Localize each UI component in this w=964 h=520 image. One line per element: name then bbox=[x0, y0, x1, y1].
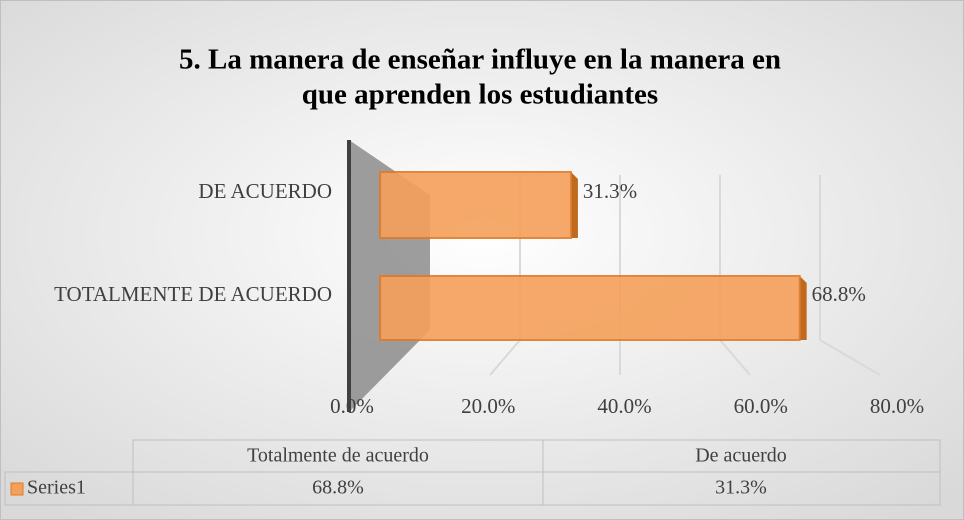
legend-label: Series1 bbox=[27, 477, 86, 499]
bar-side bbox=[570, 172, 578, 238]
y-tick-label: TOTALMENTE DE ACUERDO bbox=[54, 282, 332, 306]
bar bbox=[379, 275, 801, 341]
bar bbox=[379, 171, 572, 239]
data-table: Totalmente de acuerdo 68.8% De acuerdo 31.3… bbox=[4, 439, 941, 506]
grid-line bbox=[489, 339, 521, 376]
x-tick-label: 40.0% bbox=[597, 394, 651, 418]
chart-title: que aprenden los estudiantes bbox=[302, 79, 658, 111]
grid-line bbox=[819, 339, 881, 376]
grid-line bbox=[719, 339, 751, 376]
x-tick-label: 80.0% bbox=[870, 394, 924, 418]
bar-side bbox=[799, 276, 807, 340]
x-tick-label: 20.0% bbox=[461, 394, 515, 418]
table-header: De acuerdo bbox=[695, 445, 787, 467]
data-label: 68.8% bbox=[812, 282, 866, 306]
x-tick-label: 0.0% bbox=[330, 394, 374, 418]
y-tick-label: DE ACUERDO bbox=[198, 179, 332, 203]
table-cell: 31.3% bbox=[715, 477, 767, 499]
x-tick-label: 60.0% bbox=[734, 394, 788, 418]
legend-swatch bbox=[10, 482, 24, 496]
chart-title: 5. La manera de enseñar influye en la ma… bbox=[179, 44, 781, 76]
table-cell: 68.8% bbox=[312, 477, 364, 499]
table-header: Totalmente de acuerdo bbox=[247, 445, 429, 467]
data-label: 31.3% bbox=[583, 179, 637, 203]
